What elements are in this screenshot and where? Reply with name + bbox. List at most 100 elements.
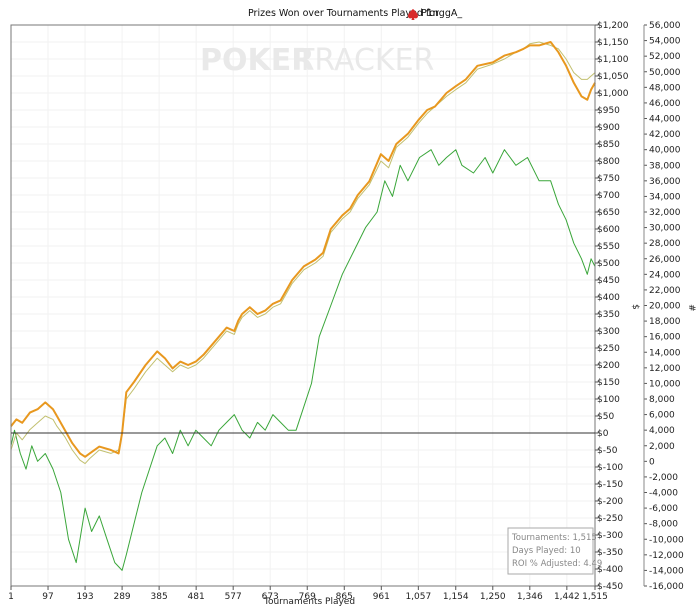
- y-left-tick-label: $900: [597, 123, 620, 133]
- x-axis-label: Tournaments Played: [263, 597, 355, 606]
- axes: [10, 24, 596, 587]
- y-left-ticks: $1,200 $1,150 $1,100 $1,050 $1,000 $950 $900 $8…: [595, 21, 629, 592]
- x-tick-label: 769: [299, 592, 316, 602]
- stat-roi: ROI % Adjusted: 4.49: [512, 559, 602, 569]
- y-right-tick-label: 18,000: [649, 317, 681, 327]
- y-right-tick-label: 42,000: [649, 130, 681, 140]
- y-right-tick-label: 34,000: [649, 192, 681, 202]
- y-left-tick-label: $350: [597, 310, 620, 320]
- y-right-tick-label: 10,000: [649, 379, 681, 389]
- x-tick-label: 1: [8, 592, 14, 602]
- y-right-tick-label: 38,000: [649, 161, 681, 171]
- y-right-tick-label: 32,000: [649, 208, 681, 218]
- y-left-tick-label: $1,200: [597, 21, 629, 31]
- y-right-tick-label: -12,000: [649, 551, 684, 561]
- y-left-tick-label: $1,000: [597, 89, 629, 99]
- x-ticks: 1 97 193 289 385 481 577 673 769 865 961 1,057 1,154…: [8, 586, 608, 602]
- y-left-tick-label: $650: [597, 208, 620, 218]
- y-right-tick-label: -6,000: [649, 504, 678, 514]
- y-left-tick-label: $400: [597, 293, 620, 303]
- y-left-tick-label: $-450: [597, 582, 623, 592]
- y-left-tick-label: $1,100: [597, 55, 629, 65]
- x-tick-label: 1,442: [554, 592, 580, 602]
- y-left-tick-label: $700: [597, 191, 620, 201]
- y-right-tick-label: 48,000: [649, 83, 681, 93]
- y-left-tick-label: $-300: [597, 531, 623, 541]
- y-left-tick-label: $250: [597, 344, 620, 354]
- y-right-tick-label: 16,000: [649, 333, 681, 343]
- plot-area: [11, 25, 595, 586]
- y-left-tick-label: $150: [597, 378, 620, 388]
- y-right-tick-label: 26,000: [649, 255, 681, 265]
- x-tick-label: 865: [336, 592, 353, 602]
- y-right-tick-label: 50,000: [649, 68, 681, 78]
- chart-title: Prizes Won over Tournaments Played for: [248, 8, 439, 19]
- y-right-tick-label: 28,000: [649, 239, 681, 249]
- y-right-tick-label: 12,000: [649, 364, 681, 374]
- y-left-tick-label: $-250: [597, 514, 623, 524]
- stat-tournaments: Tournaments: 1,515: [511, 533, 597, 543]
- x-tick-label: 289: [113, 592, 130, 602]
- x-tick-label: 1,057: [405, 592, 431, 602]
- y-left-tick-label: $300: [597, 327, 620, 337]
- y-left-tick-label: $-50: [597, 446, 618, 456]
- stats-box: Tournaments: 1,515 Days Played: 10 ROI %…: [507, 527, 602, 575]
- y-left-tick-label: $1,150: [597, 38, 629, 48]
- y-right-tick-label: 4,000: [649, 426, 675, 436]
- watermark-tracker: TRACKER: [295, 43, 434, 78]
- x-tick-label: 1,250: [480, 592, 506, 602]
- stat-days-played: Days Played: 10: [512, 546, 581, 556]
- y-left-tick-label: $550: [597, 242, 620, 252]
- y-right-tick-label: 8,000: [649, 395, 675, 405]
- y-right-tick-label: 44,000: [649, 115, 681, 125]
- y-right-tick-label: 6,000: [649, 411, 675, 421]
- y-left-tick-label: $0: [597, 429, 609, 439]
- x-tick-label: 1,154: [443, 592, 469, 602]
- y-right-tick-label: -14,000: [649, 566, 684, 576]
- y-left-tick-label: $50: [597, 412, 614, 422]
- y-right-tick-label: 0: [649, 457, 655, 467]
- spade-icon: [408, 9, 418, 20]
- y-left-tick-label: $750: [597, 174, 620, 184]
- x-tick-label: 481: [188, 592, 205, 602]
- x-tick-label: 1,346: [517, 592, 543, 602]
- y-left-tick-label: $-100: [597, 463, 623, 473]
- y-right-tick-label: 40,000: [649, 146, 681, 156]
- y-left-tick-label: $450: [597, 276, 620, 286]
- y-right-axis-label: #: [686, 304, 696, 312]
- series-line-all-in-adj-: [10, 41, 596, 465]
- y-left-tick-label: $-350: [597, 548, 623, 558]
- y-right-tick-label: 56,000: [649, 21, 681, 31]
- y-right-tick-label: 52,000: [649, 52, 681, 62]
- y-left-tick-label: $200: [597, 361, 620, 371]
- x-tick-label: 1,515: [582, 592, 608, 602]
- player-name: P1nggA_: [421, 8, 462, 19]
- x-tick-label: 673: [262, 592, 279, 602]
- y-left-tick-label: $-200: [597, 497, 623, 507]
- plot-background: [11, 25, 595, 586]
- series-line-prizes-won: [10, 41, 596, 458]
- y-right-tick-label: -10,000: [649, 535, 684, 545]
- x-tick-label: 385: [151, 592, 168, 602]
- series-line-net-won: [10, 149, 596, 571]
- y-left-axis-label: $: [630, 304, 640, 310]
- y-left-tick-label: $600: [597, 225, 620, 235]
- y-right-tick-label: -8,000: [649, 520, 678, 530]
- y-left-tick-label: $800: [597, 157, 620, 167]
- y-right-tick-label: -4,000: [649, 489, 678, 499]
- y-left-tick-label: $100: [597, 395, 620, 405]
- x-tick-label: 961: [373, 592, 390, 602]
- y-right-tick-label: 36,000: [649, 177, 681, 187]
- x-tick-label: 577: [225, 592, 242, 602]
- watermark-poker: POKER: [200, 43, 314, 78]
- y-right-tick-label: -2,000: [649, 473, 678, 483]
- y-left-tick-label: $500: [597, 259, 620, 269]
- y-right-tick-label: 14,000: [649, 348, 681, 358]
- pokertracker-watermark: POKER TRACKER: [200, 43, 434, 78]
- y-right-tick-label: 54,000: [649, 37, 681, 47]
- x-tick-label: 193: [76, 592, 93, 602]
- series-layer: [10, 41, 596, 571]
- y-right-tick-label: 2,000: [649, 442, 675, 452]
